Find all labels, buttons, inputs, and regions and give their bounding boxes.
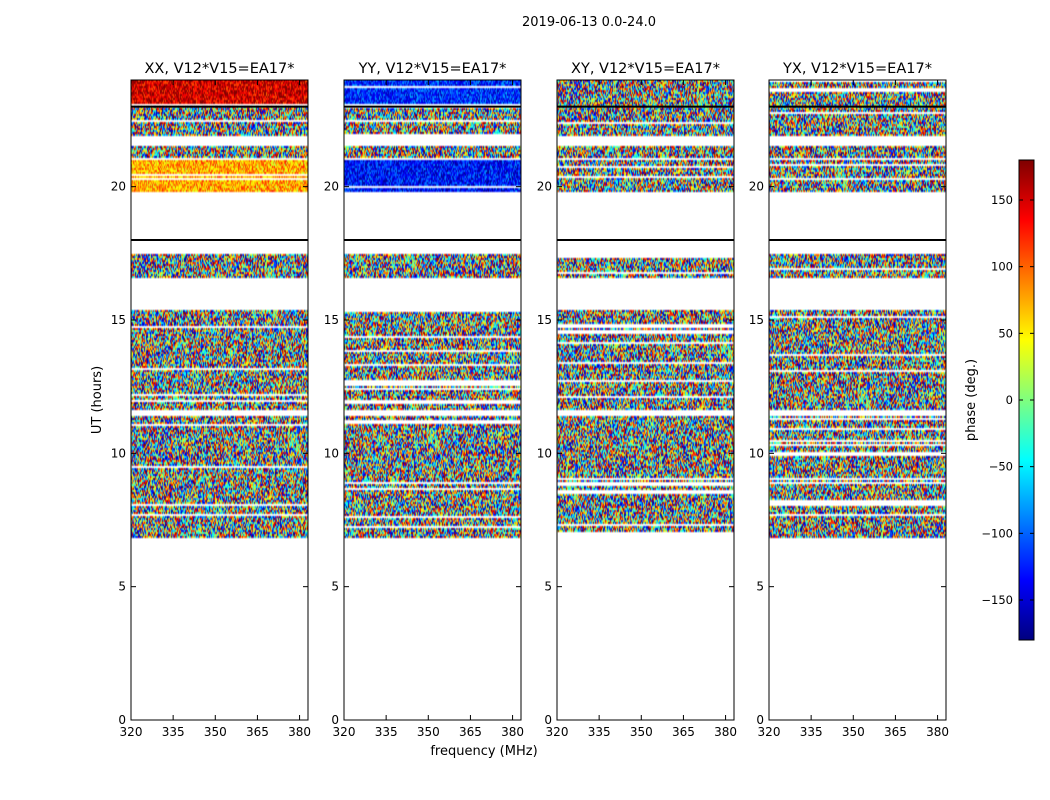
y-tick-label: 20	[537, 180, 552, 194]
panel-2: YY, V12*V15=EA17* 320 335 350 365 380 0 5 10 15 20	[324, 61, 524, 739]
x-tick-label: 380	[501, 725, 524, 739]
x-tick-label: 350	[630, 725, 653, 739]
y-tick-label: 0	[544, 713, 552, 727]
panel-4: YX, V12*V15=EA17* 320 335 350 365 380 0 5 10 15 20	[749, 61, 949, 739]
colorbar-tick-label: 100	[991, 260, 1013, 274]
y-tick-label: 10	[749, 446, 764, 460]
colorbar-tick-label: 0	[1006, 393, 1013, 407]
x-tick-label: 365	[246, 725, 269, 739]
x-tick-label: 365	[672, 725, 695, 739]
x-tick-label: 335	[588, 725, 611, 739]
panel-frame	[768, 79, 947, 721]
heatmap-raster	[557, 80, 734, 720]
y-tick-label: 15	[749, 313, 764, 327]
y-tick-label: 15	[324, 313, 339, 327]
heatmap-raster	[131, 80, 308, 720]
x-tick-label: 350	[842, 725, 865, 739]
x-tick-label: 335	[375, 725, 398, 739]
panel-title: XY, V12*V15=EA17*	[571, 61, 720, 77]
heatmap-panels: XX, V12*V15=EA17* 320 335 350 365 380 0 5 10 15 20…	[111, 61, 949, 739]
panel-title: YX, V12*V15=EA17*	[782, 61, 932, 77]
x-axis-label: frequency (MHz)	[430, 744, 537, 759]
colorbar-tick-label: 150	[991, 193, 1013, 207]
colorbar-tick-label: 50	[998, 326, 1013, 340]
y-tick-label: 10	[111, 446, 126, 460]
y-tick-label: 20	[749, 180, 764, 194]
panel-1: XX, V12*V15=EA17* 320 335 350 365 380 0 5 10 15 20	[111, 61, 311, 739]
panel-3: XY, V12*V15=EA17* 320 335 350 365 380 0 5 10 15 20	[537, 61, 737, 739]
colorbar-ticks: 150 100 50 0 −50 −100 −150	[981, 193, 1034, 607]
x-tick-label: 350	[204, 725, 227, 739]
heatmap-raster	[769, 80, 946, 720]
x-tick-label: 320	[546, 725, 569, 739]
y-tick-label: 5	[118, 580, 126, 594]
x-tick-label: 320	[333, 725, 356, 739]
panel-frame	[556, 79, 735, 721]
x-tick-label: 350	[417, 725, 440, 739]
y-axis-label: UT (hours)	[90, 366, 105, 434]
x-tick-label: 335	[162, 725, 185, 739]
suptitle: 2019-06-13 0.0-24.0	[522, 15, 656, 30]
y-tick-label: 20	[111, 180, 126, 194]
colorbar: 150 100 50 0 −50 −100 −150 phase (deg.)	[964, 159, 1035, 641]
x-tick-label: 380	[714, 725, 737, 739]
y-tick-label: 20	[324, 180, 339, 194]
y-tick-label: 5	[756, 580, 764, 594]
y-tick-label: 15	[111, 313, 126, 327]
y-tick-label: 10	[537, 446, 552, 460]
x-tick-label: 320	[120, 725, 143, 739]
x-tick-label: 380	[926, 725, 949, 739]
y-tick-label: 0	[118, 713, 126, 727]
y-tick-label: 5	[544, 580, 552, 594]
panel-frame	[343, 79, 522, 721]
x-tick-label: 320	[758, 725, 781, 739]
x-tick-label: 335	[800, 725, 823, 739]
x-tick-label: 365	[884, 725, 907, 739]
y-tick-label: 10	[324, 446, 339, 460]
colorbar-tick-label: −150	[981, 593, 1013, 607]
y-tick-label: 0	[756, 713, 764, 727]
heatmap-raster	[344, 80, 521, 720]
panel-title: YY, V12*V15=EA17*	[358, 61, 507, 77]
x-tick-label: 380	[288, 725, 311, 739]
colorbar-label: phase (deg.)	[964, 359, 979, 441]
colorbar-tick-label: −50	[989, 460, 1013, 474]
x-tick-label: 365	[459, 725, 482, 739]
panel-title: XX, V12*V15=EA17*	[144, 61, 294, 77]
y-tick-label: 15	[537, 313, 552, 327]
y-tick-label: 5	[331, 580, 339, 594]
colorbar-tick-label: −100	[981, 526, 1013, 540]
y-tick-label: 0	[331, 713, 339, 727]
panel-frame	[130, 79, 309, 721]
